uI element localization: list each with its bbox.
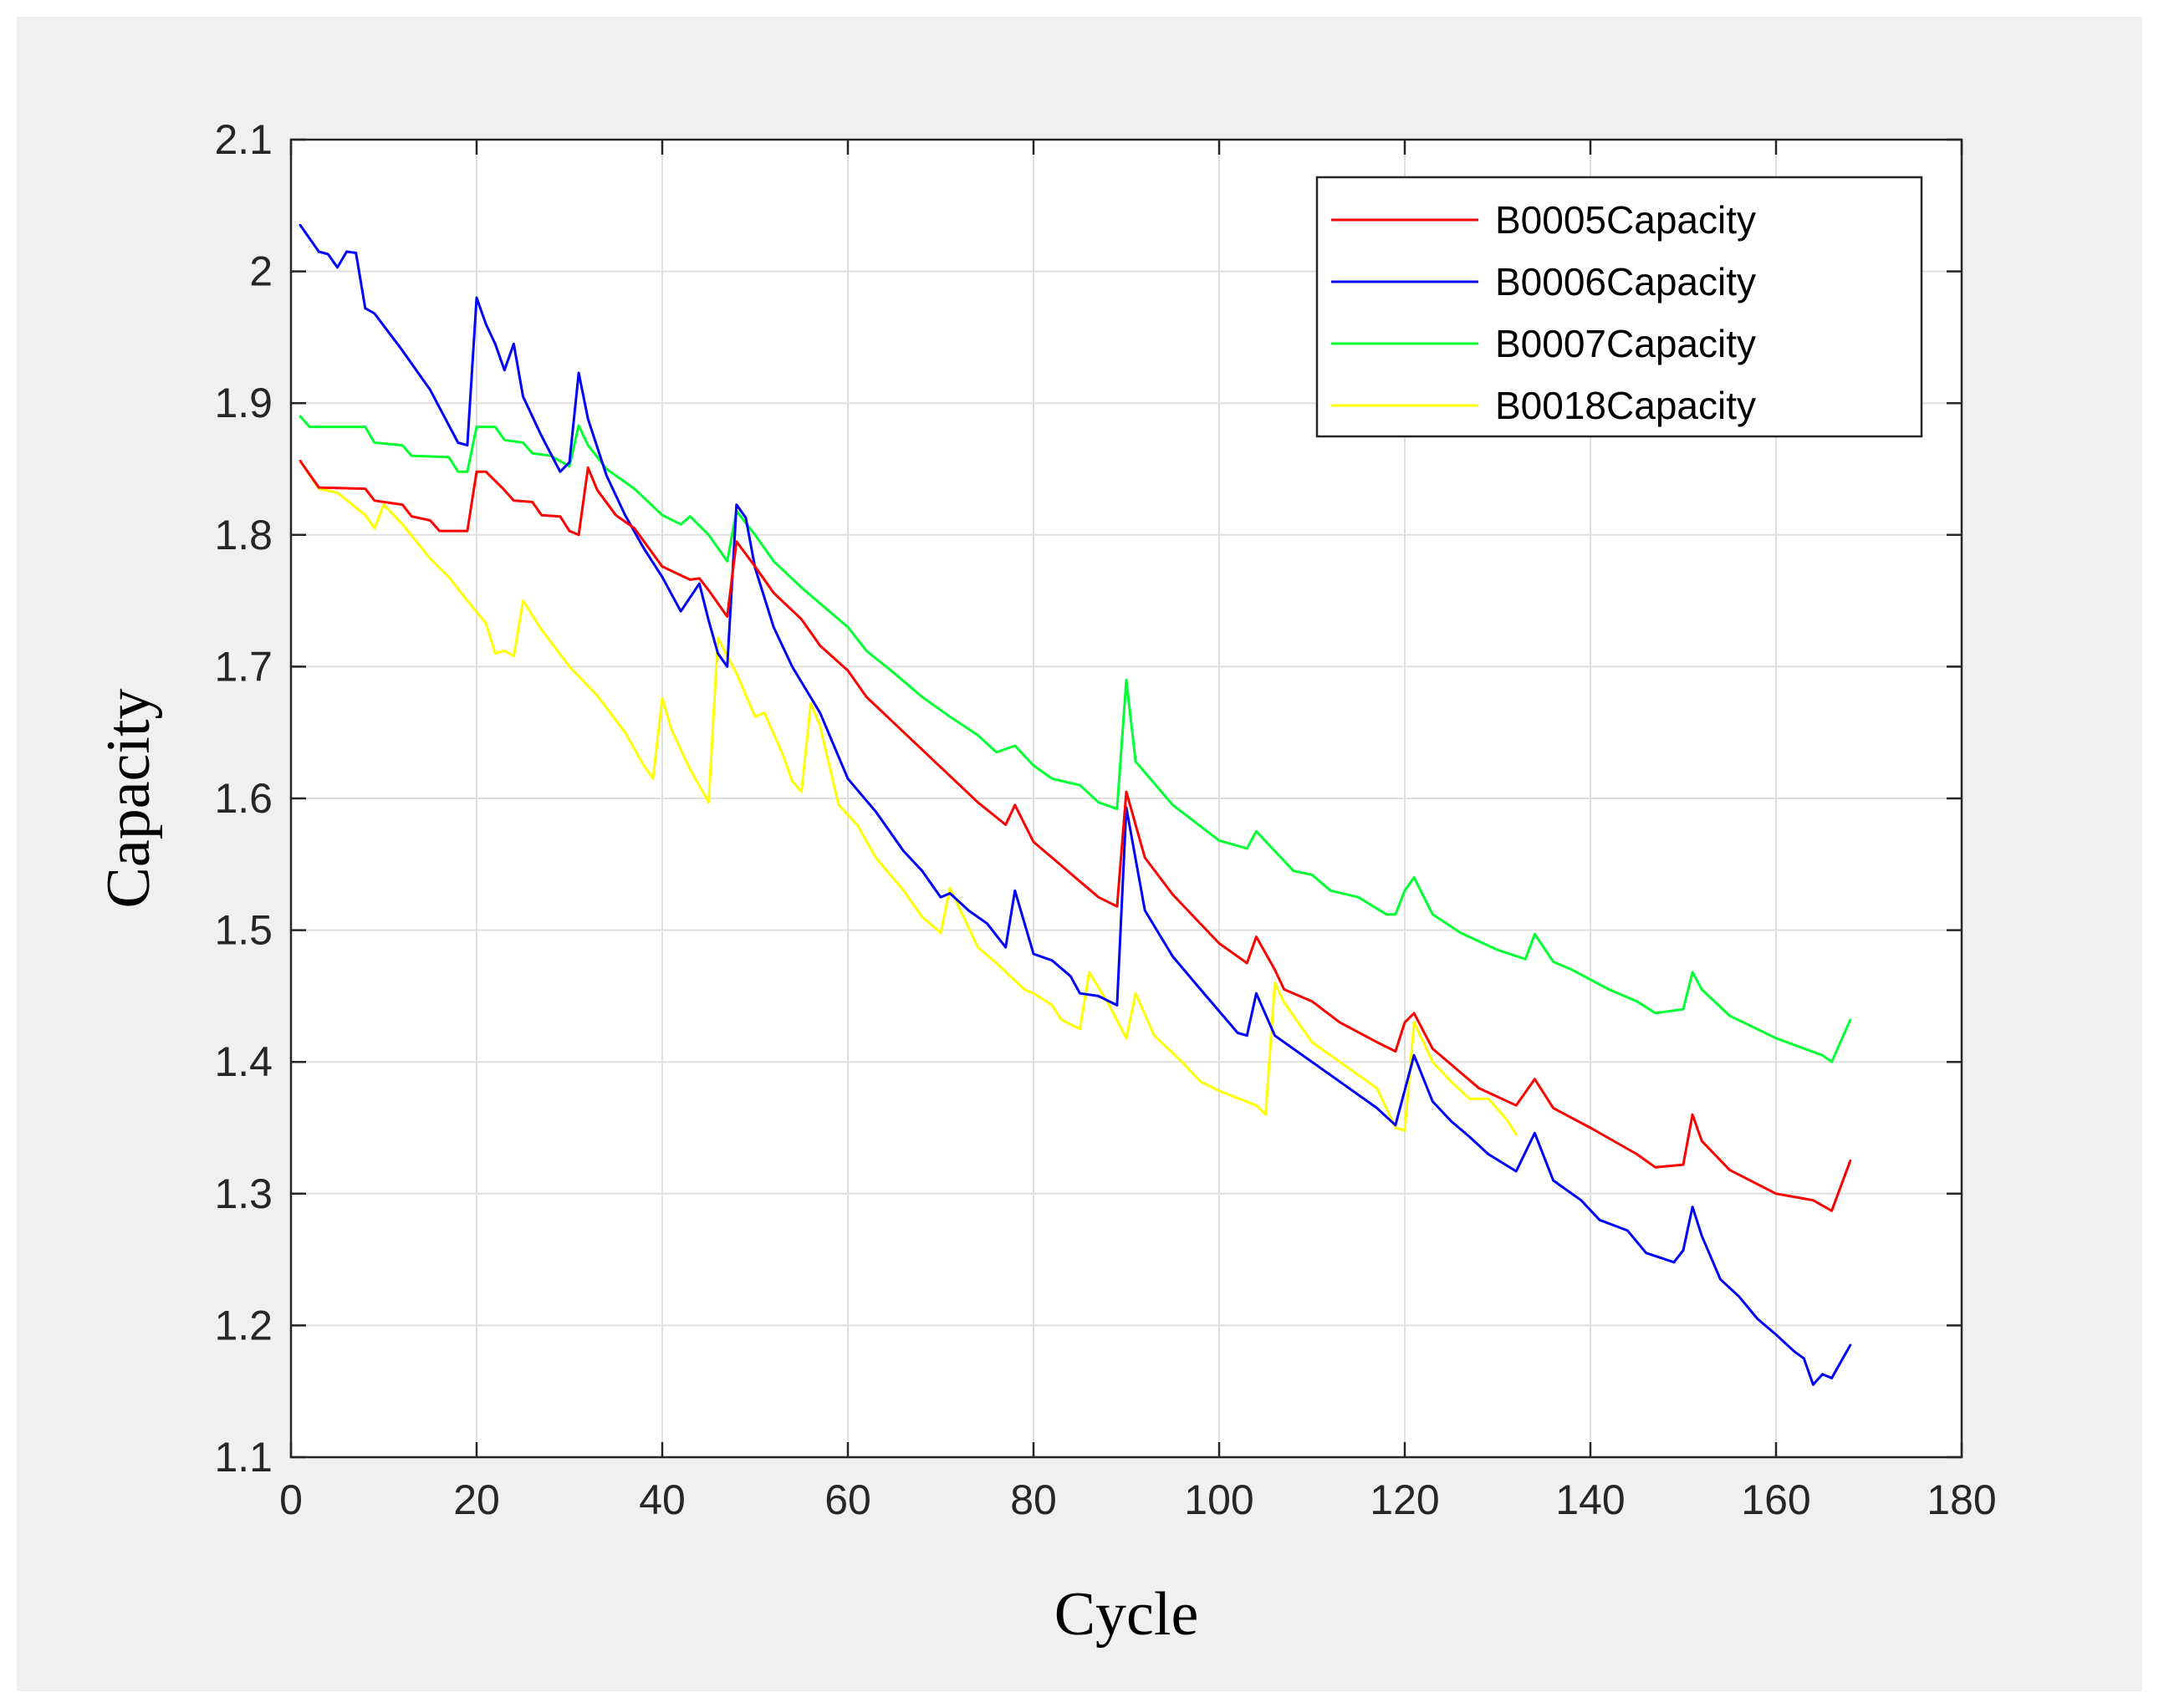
y-tick-label: 1.6 bbox=[214, 775, 273, 822]
x-tick-label: 20 bbox=[453, 1476, 500, 1523]
x-axis: 0 20 40 60 80 100 120 140 160 180 bbox=[279, 140, 1997, 1523]
legend-label: B0006Capacity bbox=[1495, 260, 1756, 303]
y-axis: 1.1 1.2 1.3 1.4 1.5 1.6 1.7 1.8 1.9 2 2.1 bbox=[214, 116, 1962, 1481]
x-tick-label: 40 bbox=[639, 1476, 686, 1523]
y-tick-label: 1.4 bbox=[214, 1038, 273, 1085]
legend-label: B0005Capacity bbox=[1495, 198, 1756, 242]
y-tick-label: 1.1 bbox=[214, 1434, 273, 1481]
series-line-b0007capacity bbox=[299, 415, 1852, 1063]
x-tick-label: 120 bbox=[1370, 1476, 1439, 1523]
series-line-b0005capacity bbox=[299, 460, 1852, 1212]
legend-label: B0007Capacity bbox=[1495, 322, 1756, 365]
x-tick-label: 60 bbox=[824, 1476, 871, 1523]
y-tick-label: 2 bbox=[249, 248, 273, 295]
x-tick-label: 140 bbox=[1555, 1476, 1625, 1523]
y-tick-label: 1.8 bbox=[214, 512, 273, 558]
y-axis-title: Capacity bbox=[94, 688, 163, 908]
x-axis-title: Cycle bbox=[1054, 1580, 1199, 1649]
series-line-b0018capacity bbox=[299, 460, 1518, 1136]
y-tick-label: 1.3 bbox=[214, 1170, 273, 1217]
x-tick-label: 0 bbox=[279, 1476, 303, 1523]
x-tick-label: 80 bbox=[1010, 1476, 1057, 1523]
series-layer bbox=[299, 223, 1852, 1386]
y-tick-label: 2.1 bbox=[214, 116, 273, 163]
legend: B0005Capacity B0006Capacity B0007Capacity B… bbox=[1315, 176, 1923, 438]
y-tick-label: 1.7 bbox=[214, 643, 273, 690]
x-tick-label: 160 bbox=[1741, 1476, 1810, 1523]
x-tick-label: 180 bbox=[1927, 1476, 1996, 1523]
legend-label: B0018Capacity bbox=[1495, 384, 1756, 427]
x-tick-label: 100 bbox=[1184, 1476, 1253, 1523]
y-tick-label: 1.2 bbox=[214, 1302, 273, 1349]
y-tick-label: 1.9 bbox=[214, 380, 273, 426]
series-line-b0006capacity bbox=[299, 223, 1852, 1386]
y-tick-label: 1.5 bbox=[214, 907, 273, 954]
